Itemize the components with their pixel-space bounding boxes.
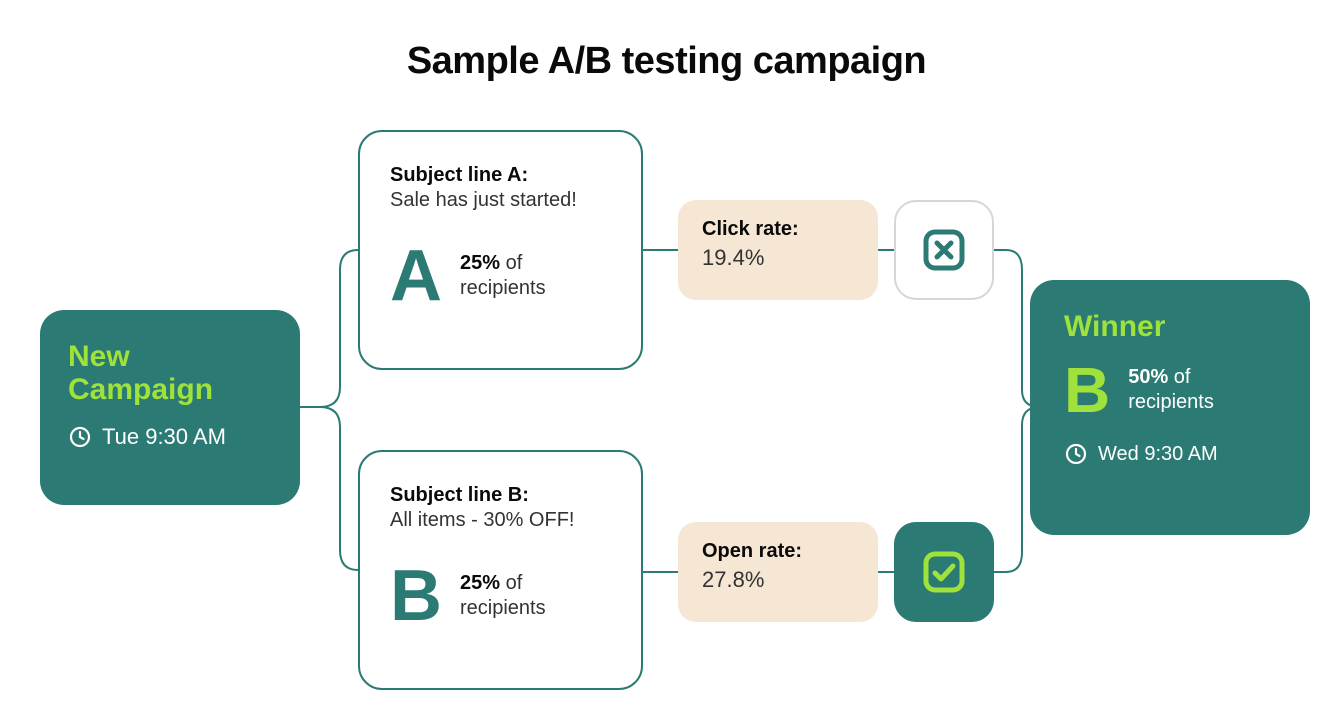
clock-icon: [68, 425, 92, 449]
variant-a-letter: A: [390, 240, 442, 312]
metric-b-label: Open rate:: [702, 540, 854, 563]
winner-detail: B 50% of recipients: [1064, 358, 1276, 422]
variant-b-detail: B 25% of recipients: [390, 560, 611, 632]
winner-recipients-word: recipients: [1128, 391, 1214, 413]
metric-b-pill: Open rate: 27.8%: [678, 522, 878, 622]
variant-a-recipients-word: recipients: [460, 277, 546, 299]
new-campaign-card: New Campaign Tue 9:30 AM: [40, 310, 300, 505]
variant-a-recipients: 25% of recipients: [460, 251, 546, 301]
variant-b-label: Subject line B:: [390, 484, 611, 507]
winner-recipients: 50% of recipients: [1128, 365, 1214, 415]
variant-a-detail: A 25% of recipients: [390, 240, 611, 312]
result-a-fail-badge: [894, 200, 994, 300]
winner-percent: 50%: [1128, 366, 1168, 388]
metric-a-label: Click rate:: [702, 218, 854, 241]
metric-a-pill: Click rate: 19.4%: [678, 200, 878, 300]
variant-a-percent: 25%: [460, 252, 500, 274]
metric-a-value: 19.4%: [702, 245, 854, 271]
variant-b-subject: All items - 30% OFF!: [390, 509, 611, 532]
variant-b-letter: B: [390, 560, 442, 632]
variant-b-percent: 25%: [460, 572, 500, 594]
variant-b-recipients-word: recipients: [460, 597, 546, 619]
variant-a-percent-suffix: of: [500, 252, 522, 274]
start-heading-line2: Campaign: [68, 373, 213, 406]
start-heading: New Campaign: [68, 340, 272, 406]
variant-a-label: Subject line A:: [390, 164, 611, 187]
winner-letter: B: [1064, 358, 1110, 422]
x-icon: [921, 227, 967, 273]
result-b-win-badge: [894, 522, 994, 622]
winner-heading: Winner: [1064, 310, 1276, 344]
page-title: Sample A/B testing campaign: [0, 40, 1333, 83]
variant-b-recipients: 25% of recipients: [460, 571, 546, 621]
start-heading-line1: New: [68, 340, 130, 373]
start-time: Tue 9:30 AM: [102, 424, 226, 450]
winner-card: Winner B 50% of recipients Wed 9:30 AM: [1030, 280, 1310, 535]
start-time-row: Tue 9:30 AM: [68, 424, 272, 450]
variant-b-card: Subject line B: All items - 30% OFF! B 2…: [358, 450, 643, 690]
winner-time-row: Wed 9:30 AM: [1064, 442, 1276, 466]
variant-a-subject: Sale has just started!: [390, 189, 611, 212]
metric-b-value: 27.8%: [702, 567, 854, 593]
winner-percent-suffix: of: [1168, 366, 1190, 388]
variant-a-card: Subject line A: Sale has just started! A…: [358, 130, 643, 370]
variant-b-percent-suffix: of: [500, 572, 522, 594]
check-icon: [921, 549, 967, 595]
clock-icon: [1064, 442, 1088, 466]
winner-time: Wed 9:30 AM: [1098, 443, 1218, 466]
